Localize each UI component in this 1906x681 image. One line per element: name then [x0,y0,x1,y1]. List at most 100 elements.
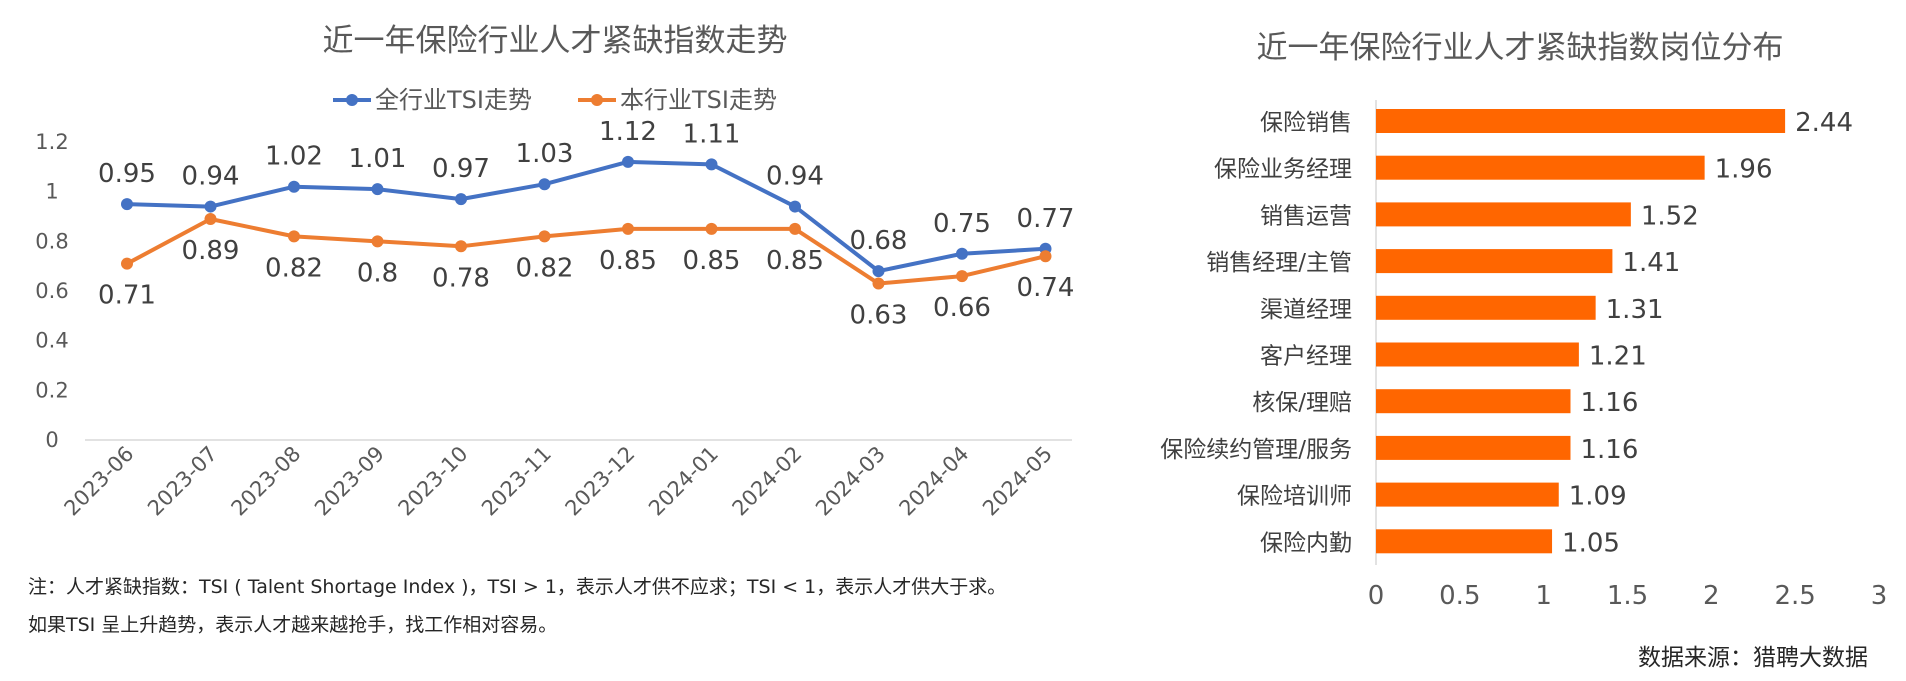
bar-data-label: 1.41 [1622,248,1680,278]
bar-x-axis: 0 0.5 1 1.5 2 2.5 3 [1368,581,1888,611]
line-y-tick-label: 0.2 [35,378,68,402]
line-x-tick-label: 2023-12 [561,442,640,521]
line-x-tick-label: 2024-05 [978,442,1057,521]
footnote-line-1: 注：人才紧缺指数：TSI ( Talent Shortage Index )，T… [28,576,1007,598]
line-x-tick-label: 2024-03 [811,442,890,521]
bar-data-label: 1.09 [1569,482,1627,512]
line-x-tick-label: 2023-09 [310,442,389,521]
bar-category-label: 核保/理赔 [1252,390,1352,416]
data-point [622,155,634,168]
bar-chart: 近一年保险行业人才紧缺指数岗位分布 保险销售保险业务经理销售运营销售经理/主管渠… [1160,30,1887,611]
data-point [371,235,384,248]
line-x-tick-label: 2024-02 [728,442,807,521]
bar-category-label: 客户经理 [1260,344,1352,370]
data-source: 数据来源：猎聘大数据 [1638,645,1868,671]
bar-category-labels: 保险销售保险业务经理销售运营销售经理/主管渠道经理客户经理核保/理赔保险续约管理… [1160,110,1352,556]
data-label: 0.85 [599,246,657,276]
bar [1376,529,1553,554]
data-label: 0.97 [432,154,490,184]
bar-category-label: 销售经理/主管 [1206,250,1352,276]
data-label: 0.71 [98,281,156,311]
data-label: 0.85 [766,246,824,276]
legend-label: 全行业TSI走势 [375,86,532,114]
footnote-line-2: 如果TSI 呈上升趋势，表示人才越来越抢手，找工作相对容易。 [28,614,558,636]
bar-x-tick-label: 2.5 [1774,581,1815,611]
data-point [121,198,133,211]
data-label: 0.66 [933,293,991,323]
line-chart-title: 近一年保险行业人才紧缺指数走势 [323,23,788,59]
data-label: 0.94 [182,162,240,192]
bar-data-label: 1.31 [1606,295,1664,325]
line-y-tick-label: 0.6 [35,279,68,303]
data-point [204,212,217,225]
bar-category-label: 保险业务经理 [1214,157,1352,183]
data-point [872,265,885,278]
bar [1376,155,1705,180]
line-y-tick-label: 0 [45,428,58,452]
data-label: 0.75 [933,209,991,239]
data-point [705,158,718,171]
bar [1376,109,1786,133]
line-x-tick-label: 2023-07 [143,442,222,521]
bar-data-label: 2.44 [1795,108,1853,138]
line-series: 0.95 0.71 0.94 0.89 1.02 0.82 1.01 0.8 0.97 0.78 1… [98,117,1074,331]
data-label: 0.95 [98,159,156,189]
data-label: 1.11 [683,119,741,149]
line-x-tick-label: 2024-01 [644,442,723,521]
data-point [455,193,467,206]
bar [1376,249,1613,274]
data-label: 0.89 [182,236,240,266]
line-y-tick-label: 0.8 [35,229,68,253]
line-y-tick-label: 0.4 [35,329,68,353]
bar-x-tick-label: 3 [1871,581,1888,611]
data-point [1039,250,1052,263]
bar-series: 2.44 1.96 1.52 1.41 1.31 1.21 1.16 1.16 1.09 1.05 [1376,108,1853,558]
bar-data-label: 1.16 [1580,435,1638,465]
data-label: 0.94 [766,162,824,192]
bar [1376,435,1571,460]
line-chart: 近一年保险行业人才紧缺指数走势 全行业TSI走势 本行业TSI走势 0 0.2 0.4… [35,23,1074,521]
data-label: 1.02 [265,142,323,172]
data-point [956,247,968,260]
line-x-tick-label: 2023-11 [477,442,556,521]
bar-category-label: 保险销售 [1260,110,1352,136]
data-point [705,222,718,235]
line-x-tick-label: 2023-08 [227,442,306,521]
data-point [288,180,300,193]
bar-x-tick-label: 0.5 [1439,581,1480,611]
data-label: 0.82 [516,253,574,283]
bar [1376,295,1596,320]
data-label: 0.82 [265,253,323,283]
data-label: 0.8 [357,258,398,288]
line-x-axis: 2023-06 2023-07 2023-08 2023-09 2023-10 2023-… [60,442,1058,521]
bar-category-label: 渠道经理 [1260,297,1352,323]
line-x-tick-label: 2023-10 [394,442,473,521]
bar [1376,389,1571,414]
bar-x-tick-label: 2 [1703,581,1720,611]
bar-data-label: 1.52 [1641,201,1699,231]
bar-category-label: 保险内勤 [1260,530,1352,556]
data-label: 1.12 [599,117,657,147]
bar-data-label: 1.05 [1562,528,1620,558]
bar [1376,202,1631,227]
bar-x-tick-label: 1 [1535,581,1552,611]
data-point [538,230,551,243]
bar [1376,342,1579,367]
bar-x-tick-label: 0 [1368,581,1385,611]
series-line-all-industry [126,159,1046,274]
line-chart-legend: 全行业TSI走势 本行业TSI走势 [333,86,777,114]
line-x-tick-label: 2024-04 [895,442,974,521]
bar-category-label: 销售运营 [1260,203,1352,229]
data-label: 0.85 [683,246,741,276]
data-label: 0.77 [1017,204,1075,234]
data-point [538,178,551,191]
bar [1376,482,1559,507]
data-label: 1.01 [349,144,407,174]
data-point [121,257,133,270]
bar-data-label: 1.16 [1580,388,1638,418]
data-point [204,200,217,213]
data-point [371,183,384,196]
data-point [622,222,634,235]
data-label: 0.68 [850,226,908,256]
